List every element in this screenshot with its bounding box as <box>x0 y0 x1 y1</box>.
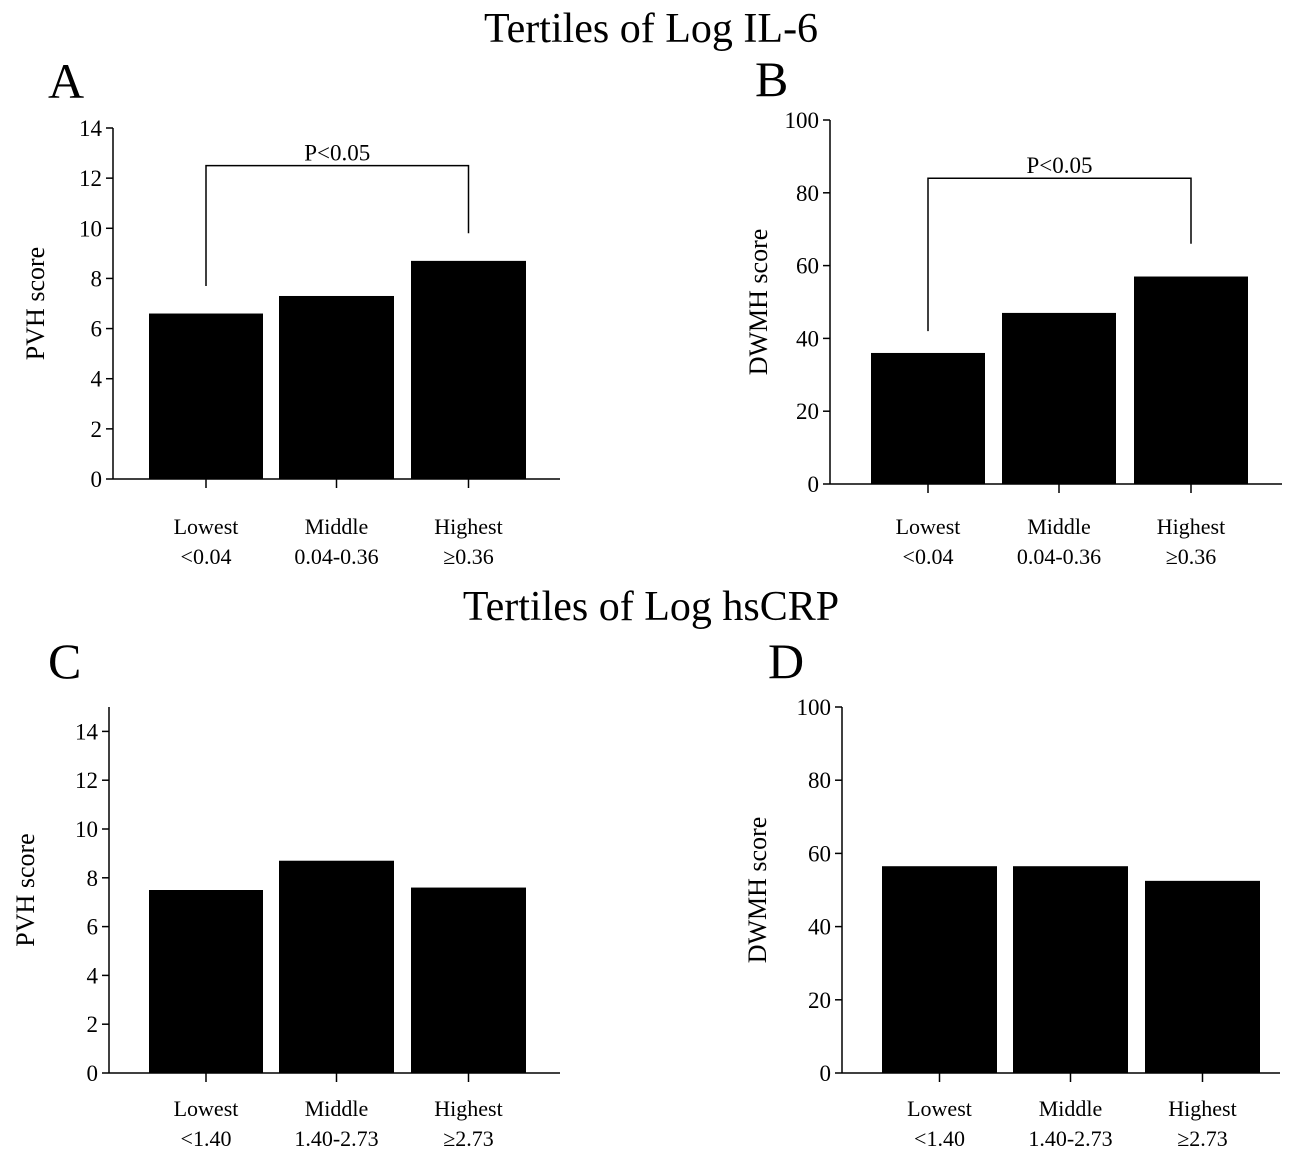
y-tick-label: 0 <box>808 472 820 497</box>
category-label: Lowest <box>896 514 961 539</box>
bar <box>1145 880 1260 1073</box>
bar <box>411 260 526 479</box>
bar <box>149 313 263 479</box>
chart-panel-b: B 0 20 40 60 80 100 DWMH score Lowest <0.04 Middle… <box>744 51 1282 569</box>
bar <box>1013 866 1128 1073</box>
y-tick-label: 80 <box>796 181 819 206</box>
y-tick-label: 60 <box>796 254 819 279</box>
category-range-label: 0.04-0.36 <box>1017 544 1101 569</box>
category-range-label: ≥2.73 <box>1177 1126 1228 1151</box>
chart-panel-a: A 0 2 4 6 8 10 12 14 PVH score Lowest <0.04 Middle 0.… <box>21 53 560 569</box>
significance-bracket <box>927 177 1192 332</box>
bar <box>411 887 526 1073</box>
y-tick-label: 40 <box>796 326 819 351</box>
y-tick-label: 40 <box>808 915 831 940</box>
y-tick-label: 100 <box>797 695 832 720</box>
y-tick-label: 10 <box>75 817 98 842</box>
y-axis-label: DWMH score <box>744 229 773 376</box>
bar <box>279 860 394 1073</box>
category-range-label: 1.40-2.73 <box>294 1126 378 1151</box>
bar <box>279 295 394 479</box>
category-label: Highest <box>1168 1096 1236 1121</box>
category-label: Middle <box>305 1096 369 1121</box>
y-tick-label: 80 <box>808 768 831 793</box>
bar <box>882 866 997 1073</box>
y-tick-label: 8 <box>87 866 99 891</box>
category-label: Middle <box>305 514 369 539</box>
y-tick-label: 4 <box>91 367 103 392</box>
bar <box>1134 276 1248 484</box>
category-range-label: <1.40 <box>914 1126 965 1151</box>
y-tick-label: 6 <box>87 915 99 940</box>
y-axis-label: DWMH score <box>743 817 772 964</box>
y-tick-label: 14 <box>75 719 99 744</box>
bar <box>149 890 263 1073</box>
significance-label: P<0.05 <box>1026 153 1092 178</box>
chart-panel-d: D 0 20 40 60 80 100 DWMH score Lowest <1.40 Middle… <box>743 633 1280 1151</box>
category-range-label: ≥0.36 <box>1166 544 1217 569</box>
significance-bracket <box>205 164 470 286</box>
y-tick-label: 0 <box>820 1061 832 1086</box>
category-label: Lowest <box>174 1096 239 1121</box>
panel-label: A <box>48 53 84 109</box>
y-tick-label: 100 <box>785 108 820 133</box>
category-range-label: <0.04 <box>181 544 232 569</box>
y-tick-label: 12 <box>79 166 102 191</box>
section-title-il6: Tertiles of Log IL-6 <box>483 6 819 52</box>
y-axis-label: PVH score <box>11 833 40 946</box>
y-tick-label: 60 <box>808 841 831 866</box>
category-range-label: 0.04-0.36 <box>294 544 378 569</box>
y-axis-label: PVH score <box>21 247 50 360</box>
category-label: Highest <box>434 514 502 539</box>
panel-label: B <box>755 51 788 107</box>
y-tick-label: 20 <box>796 399 819 424</box>
y-tick-label: 20 <box>808 988 831 1013</box>
panel-label: D <box>768 633 804 689</box>
y-tick-label: 4 <box>87 963 99 988</box>
y-tick-label: 8 <box>91 266 103 291</box>
y-tick-label: 10 <box>79 216 102 241</box>
y-tick-label: 6 <box>91 317 103 342</box>
category-range-label: <0.04 <box>903 544 954 569</box>
chart-panel-c: C 0 2 4 6 8 10 12 14 PVH score Lowest <1.40 Middle 1.… <box>11 633 560 1151</box>
significance-label: P<0.05 <box>304 141 370 166</box>
category-range-label: ≥0.36 <box>443 544 494 569</box>
category-range-label: 1.40-2.73 <box>1028 1126 1112 1151</box>
category-label: Lowest <box>907 1096 972 1121</box>
category-range-label: ≥2.73 <box>443 1126 494 1151</box>
category-range-label: <1.40 <box>181 1126 232 1151</box>
category-label: Highest <box>434 1096 502 1121</box>
y-tick-label: 0 <box>87 1061 99 1086</box>
y-tick-label: 14 <box>79 116 103 141</box>
category-label: Middle <box>1027 514 1091 539</box>
y-tick-label: 2 <box>91 417 103 442</box>
bar <box>871 352 985 484</box>
y-tick-label: 2 <box>87 1012 99 1037</box>
category-label: Middle <box>1039 1096 1103 1121</box>
y-tick-label: 0 <box>91 467 103 492</box>
category-label: Highest <box>1157 514 1225 539</box>
y-tick-label: 12 <box>75 768 98 793</box>
bar <box>1002 312 1116 484</box>
category-label: Lowest <box>174 514 239 539</box>
section-title-hscrp: Tertiles of Log hsCRP <box>462 584 840 630</box>
panel-label: C <box>48 633 81 689</box>
